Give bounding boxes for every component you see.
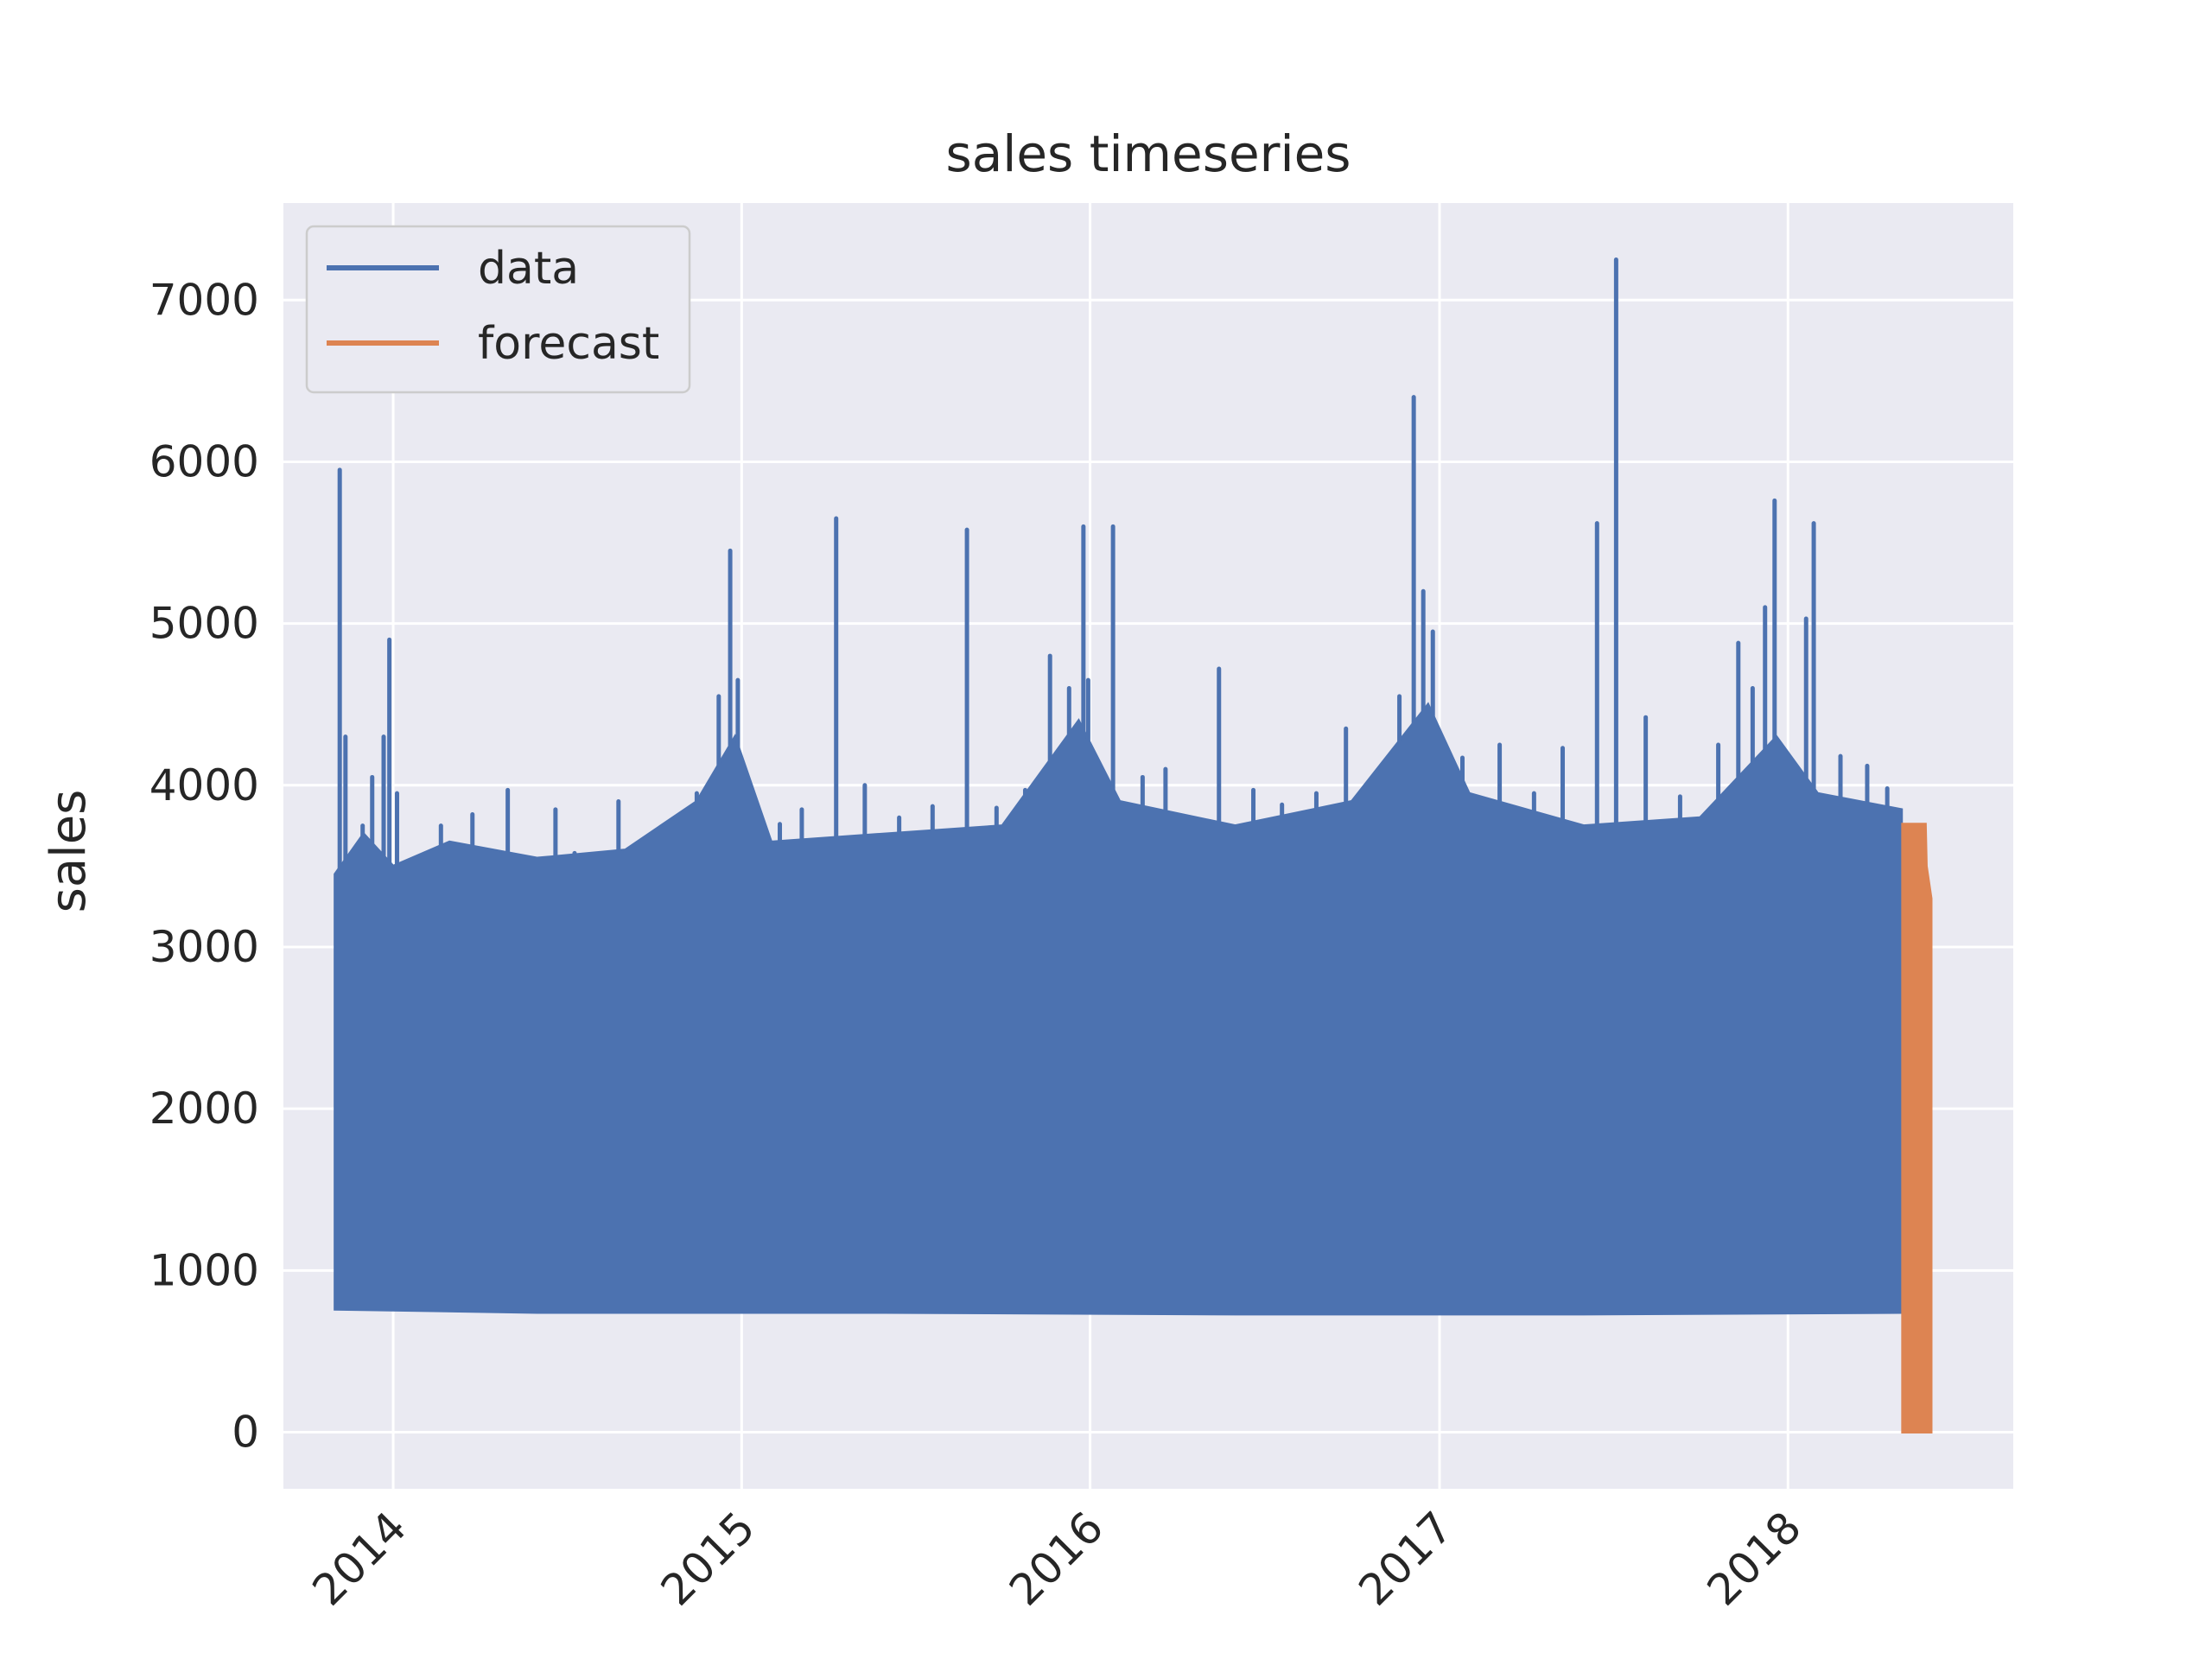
chart-title: sales timeseries (945, 124, 1351, 183)
x-tick-label: 2015 (652, 1502, 765, 1615)
y-tick-label: 2000 (149, 1084, 259, 1134)
series-forecast-band (1901, 823, 1933, 1433)
series-data-band (334, 702, 1904, 1316)
y-tick-label: 0 (232, 1407, 259, 1457)
y-axis-label: sales (41, 790, 97, 913)
y-tick-label: 4000 (149, 760, 259, 810)
y-tick-label: 5000 (149, 599, 259, 649)
y-tick-label: 1000 (149, 1245, 259, 1295)
y-tick-label: 3000 (149, 922, 259, 972)
legend-forecast-label: forecast (478, 318, 659, 370)
y-tick-label: 7000 (149, 275, 259, 325)
y-tick-label: 6000 (149, 436, 259, 486)
x-tick-label: 2017 (1349, 1502, 1462, 1615)
series-layer (334, 257, 1933, 1433)
legend-data-label: data (478, 243, 579, 295)
legend: data forecast (305, 225, 691, 394)
x-tick-label: 2014 (303, 1502, 416, 1615)
x-tick-label: 2018 (1698, 1502, 1811, 1615)
x-tick-label: 2016 (1000, 1502, 1113, 1615)
